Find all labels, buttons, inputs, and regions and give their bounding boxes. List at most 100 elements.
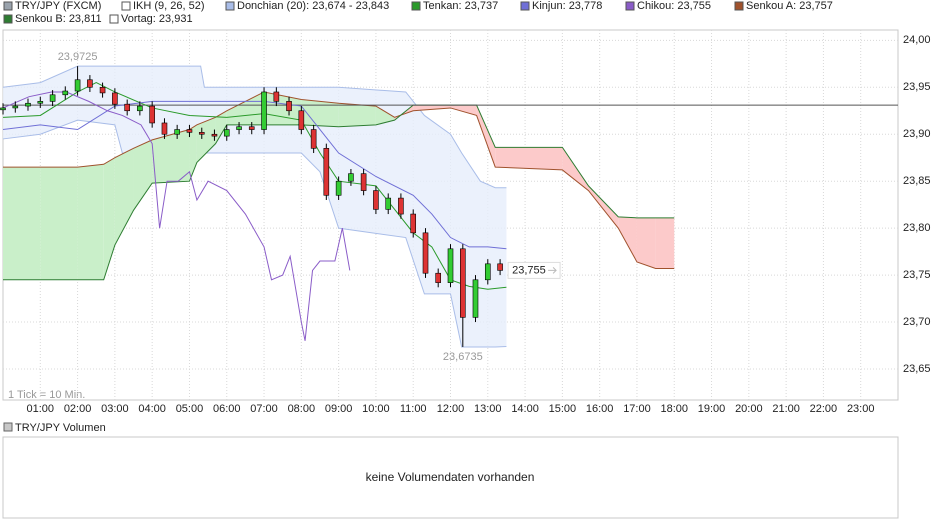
legend-label: Donchian (20): 23,674 - 23,843: [237, 0, 389, 12]
legend-label: Tenkan: 23,737: [423, 0, 498, 12]
x-tick-label: 13:00: [474, 403, 502, 415]
cloud-fill: [215, 110, 227, 144]
volume-title: TRY/JPY Volumen: [15, 422, 106, 434]
volume-frame: [2, 436, 899, 519]
x-tick-label: 18:00: [660, 403, 688, 415]
cloud-fill: [264, 91, 302, 125]
candle-body: [335, 180, 342, 196]
x-tick-label: 10:00: [362, 403, 390, 415]
candle-body: [25, 102, 31, 107]
donchian-lower: [2, 119, 507, 348]
x-tick-label: 05:00: [176, 403, 204, 415]
indicator-line: [2, 91, 351, 341]
donchian-upper: [2, 65, 507, 189]
volume-message: keine Volumendaten vorhanden: [366, 470, 535, 484]
x-tick-label: 04:00: [138, 403, 166, 415]
cloud-fill: [103, 157, 115, 280]
cloud-fill: [301, 99, 339, 127]
legend-label: Senkou B: 23,811: [15, 13, 102, 25]
candle-body: [261, 91, 267, 130]
candle-body: [385, 197, 392, 210]
cloud-fill: [189, 124, 197, 182]
legend-swatch: [625, 1, 635, 11]
cloud-fill: [114, 148, 134, 246]
legend-swatch: [411, 1, 421, 11]
candle-body: [273, 91, 280, 102]
cloud-fill: [40, 167, 78, 280]
x-tick-label: 02:00: [64, 403, 92, 415]
x-tick-label: 22:00: [810, 403, 838, 415]
candle-body: [484, 263, 491, 281]
legend-swatch: [121, 1, 131, 11]
candle-body: [373, 190, 379, 210]
legend-swatch: [520, 1, 530, 11]
senkou-b: [3, 104, 675, 281]
candle-body: [447, 248, 454, 283]
x-tick-label: 11:00: [400, 403, 427, 415]
tick-note: 1 Tick = 10 Min.: [8, 389, 85, 401]
x-tick-label: 19:00: [698, 403, 726, 415]
last-price-label: 23,755: [512, 264, 546, 276]
x-tick-label: 12:00: [437, 403, 465, 415]
candle-body: [323, 148, 330, 196]
price-annotation: 23,6735: [443, 351, 483, 363]
legend-swatch: [225, 1, 235, 11]
candle-body: [248, 126, 255, 130]
cloud-fill: [618, 216, 637, 262]
candle-body: [310, 129, 317, 149]
y-tick-label: 23,65: [903, 363, 931, 375]
candle-body: [348, 173, 354, 182]
legend-label: Senkou A: 23,757: [746, 0, 833, 12]
candle-body: [87, 79, 93, 88]
candle-body: [0, 107, 6, 111]
candle-body: [137, 105, 143, 112]
candle-body: [174, 129, 180, 135]
candle-body: [236, 126, 242, 130]
candle-body: [398, 197, 404, 215]
volume-swatch: [3, 422, 13, 432]
candle-body: [49, 94, 56, 102]
y-tick-label: 23,90: [903, 128, 931, 140]
x-tick-label: 01:00: [27, 403, 55, 415]
candle-body: [99, 86, 106, 94]
donchian-band: [3, 66, 507, 347]
candle-body: [161, 122, 168, 135]
x-tick-label: 07:00: [250, 403, 278, 415]
candle-body: [12, 105, 19, 109]
cloud-fill: [375, 106, 395, 125]
candle-body: [422, 232, 429, 274]
x-tick-label: 03:00: [101, 403, 129, 415]
candle-body: [149, 105, 155, 124]
y-tick-label: 23,70: [903, 316, 931, 328]
candle-body: [286, 101, 292, 112]
y-tick-label: 23,85: [903, 175, 931, 187]
candle-body: [37, 101, 44, 104]
cloud-fill: [588, 185, 619, 229]
indicator-line: [2, 82, 507, 290]
last-price-arrow: [548, 267, 557, 274]
candle-body: [435, 272, 441, 283]
candle-body: [211, 133, 218, 137]
cloud-fill: [655, 217, 675, 269]
cloud-fill: [152, 129, 190, 184]
candle-body: [74, 79, 81, 92]
y-tick-label: 23,75: [903, 269, 931, 281]
x-tick-label: 06:00: [213, 403, 241, 415]
cloud-fill: [476, 105, 496, 168]
x-tick-label: 21:00: [772, 403, 800, 415]
candle-body: [62, 90, 69, 96]
candle-body: [360, 173, 367, 191]
cloud-fill: [562, 147, 589, 191]
candle-body: [124, 103, 130, 112]
x-tick-label: 08:00: [288, 403, 316, 415]
candle-body: [223, 129, 230, 137]
legend-swatch: [109, 14, 119, 24]
cloud-fill: [77, 164, 104, 280]
legend-swatch: [3, 1, 13, 11]
last-price-box: [507, 261, 561, 279]
candle-body: [410, 213, 417, 234]
candle-body: [460, 248, 466, 318]
cloud-fill: [636, 217, 656, 269]
candle-body: [198, 132, 205, 135]
